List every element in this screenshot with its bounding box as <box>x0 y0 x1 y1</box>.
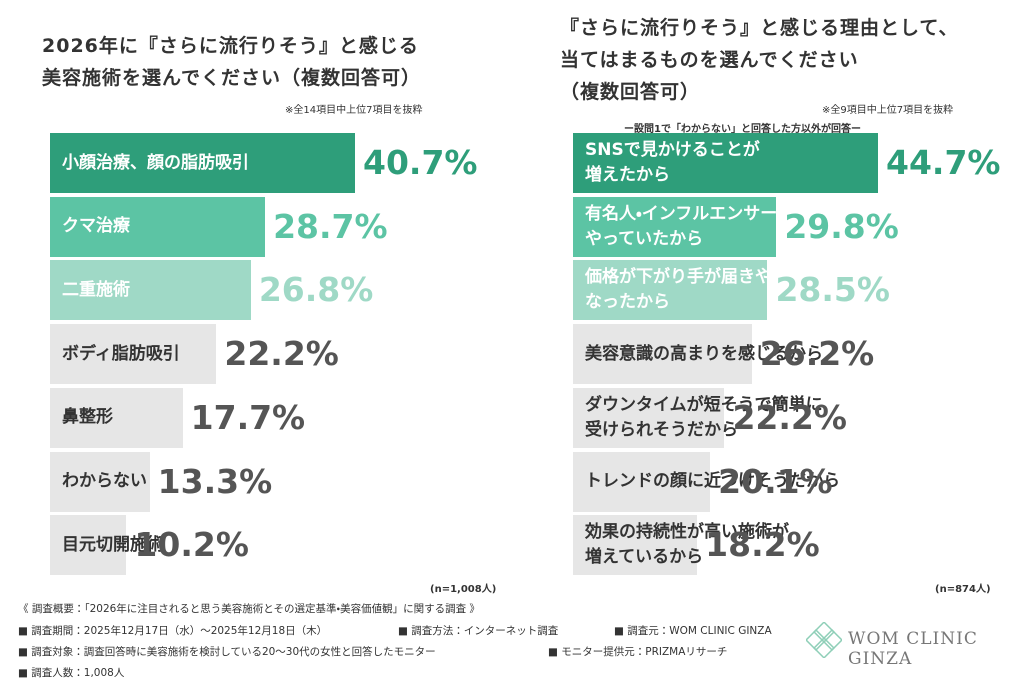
chart-title: 『さらに流行りそう』と感じる理由として、 当てはまるものを選んでください （複数… <box>560 17 959 103</box>
bar-label: クマ治療 <box>62 216 130 237</box>
bar <box>573 515 698 576</box>
bar-label: 効果の持続性が高い施術が 増えているから <box>585 522 789 568</box>
bar-label: SNSで見かけることが 増えたから <box>585 140 760 185</box>
note: ※全9項目中上位7項目を抜粋 <box>822 105 954 116</box>
value-label: 20.1% <box>718 461 833 501</box>
value-label: 29.8% <box>784 206 899 246</box>
bar <box>573 260 768 321</box>
bar <box>573 451 711 512</box>
footer-text: ■ モニター提供元：PRIZMAリサーチ <box>548 646 728 658</box>
bar <box>50 260 251 321</box>
chart-title: 2026年に『さらに流行りそう』と感じる 美容施術を選んでください（複数回答可） <box>42 35 422 89</box>
sample-size: (n=1,008人) <box>430 584 497 595</box>
bar-label: トレンドの顔に近づけそうだから <box>585 471 840 491</box>
bar <box>573 324 752 385</box>
bar <box>573 133 878 193</box>
value-label: 26.2% <box>759 334 875 374</box>
bar-label: ボディ脂肪吸引 <box>62 343 180 364</box>
footer-text: ■ 調査対象：調査回答時に美容施術を検討している20～30代の女性と回答したモニ… <box>18 646 436 658</box>
bar <box>50 451 150 512</box>
footer-text: ■ 調査方法：インターネット調査 <box>398 625 559 637</box>
bar <box>573 387 725 448</box>
value-label: 26.8% <box>258 270 374 310</box>
footer-text: ■ 調査人数：1,008人 <box>18 667 125 679</box>
bar-label: 有名人・インフルエンサーが やっていたから <box>585 203 795 249</box>
bar <box>50 515 127 576</box>
bar <box>50 387 183 448</box>
footer-text: ■ 調査期間：2025年12月17日（水）～2025年12月18日（木） <box>18 625 328 637</box>
bar <box>50 196 266 257</box>
value-label: 18.2% <box>705 525 820 565</box>
note: ※全14項目中上位7項目を抜粋 <box>285 105 423 116</box>
value-label: 22.2% <box>732 397 847 437</box>
bar <box>573 196 777 257</box>
bar <box>50 324 217 385</box>
bar-label: 目元切開施術 <box>62 534 164 555</box>
bar-label: 鼻整形 <box>62 407 113 428</box>
value-label: 22.2% <box>224 334 339 374</box>
bar-label: ダウンタイムが短そうで簡単に 受けられそうだから <box>585 394 823 440</box>
bar-label: 二重施術 <box>62 279 130 300</box>
logo-text: WOM CLINIC GINZA <box>848 629 978 669</box>
bar-label: 小顔治療、顔の脂肪吸引 <box>62 152 249 173</box>
footer-heading: 《 調査概要：「2026年に注目されると思う美容施術とその選定基準・美容価値観」… <box>18 603 480 615</box>
sample-size: (n=874人) <box>935 584 991 595</box>
value-label: 28.7% <box>273 206 388 246</box>
bar-label: 価格が下がり手が届きやすく なったから <box>585 267 806 313</box>
footer-text: ■ 調査元：WOM CLINIC GINZA <box>614 625 772 637</box>
value-label: 17.7% <box>190 397 306 437</box>
value-label: 40.7% <box>363 143 478 182</box>
logo-mark <box>806 622 842 658</box>
bar-label: わからない <box>62 471 147 491</box>
bar <box>50 133 355 193</box>
value-label: 44.7% <box>886 143 1001 182</box>
subnote: ー設問1で「わからない」と回答した方以外が回答ー <box>624 124 861 135</box>
bar-label: 美容意識の高まりを感じるから <box>585 343 823 364</box>
value-label: 28.5% <box>775 270 890 310</box>
value-label: 10.2% <box>134 525 249 565</box>
value-label: 13.3% <box>157 461 273 501</box>
